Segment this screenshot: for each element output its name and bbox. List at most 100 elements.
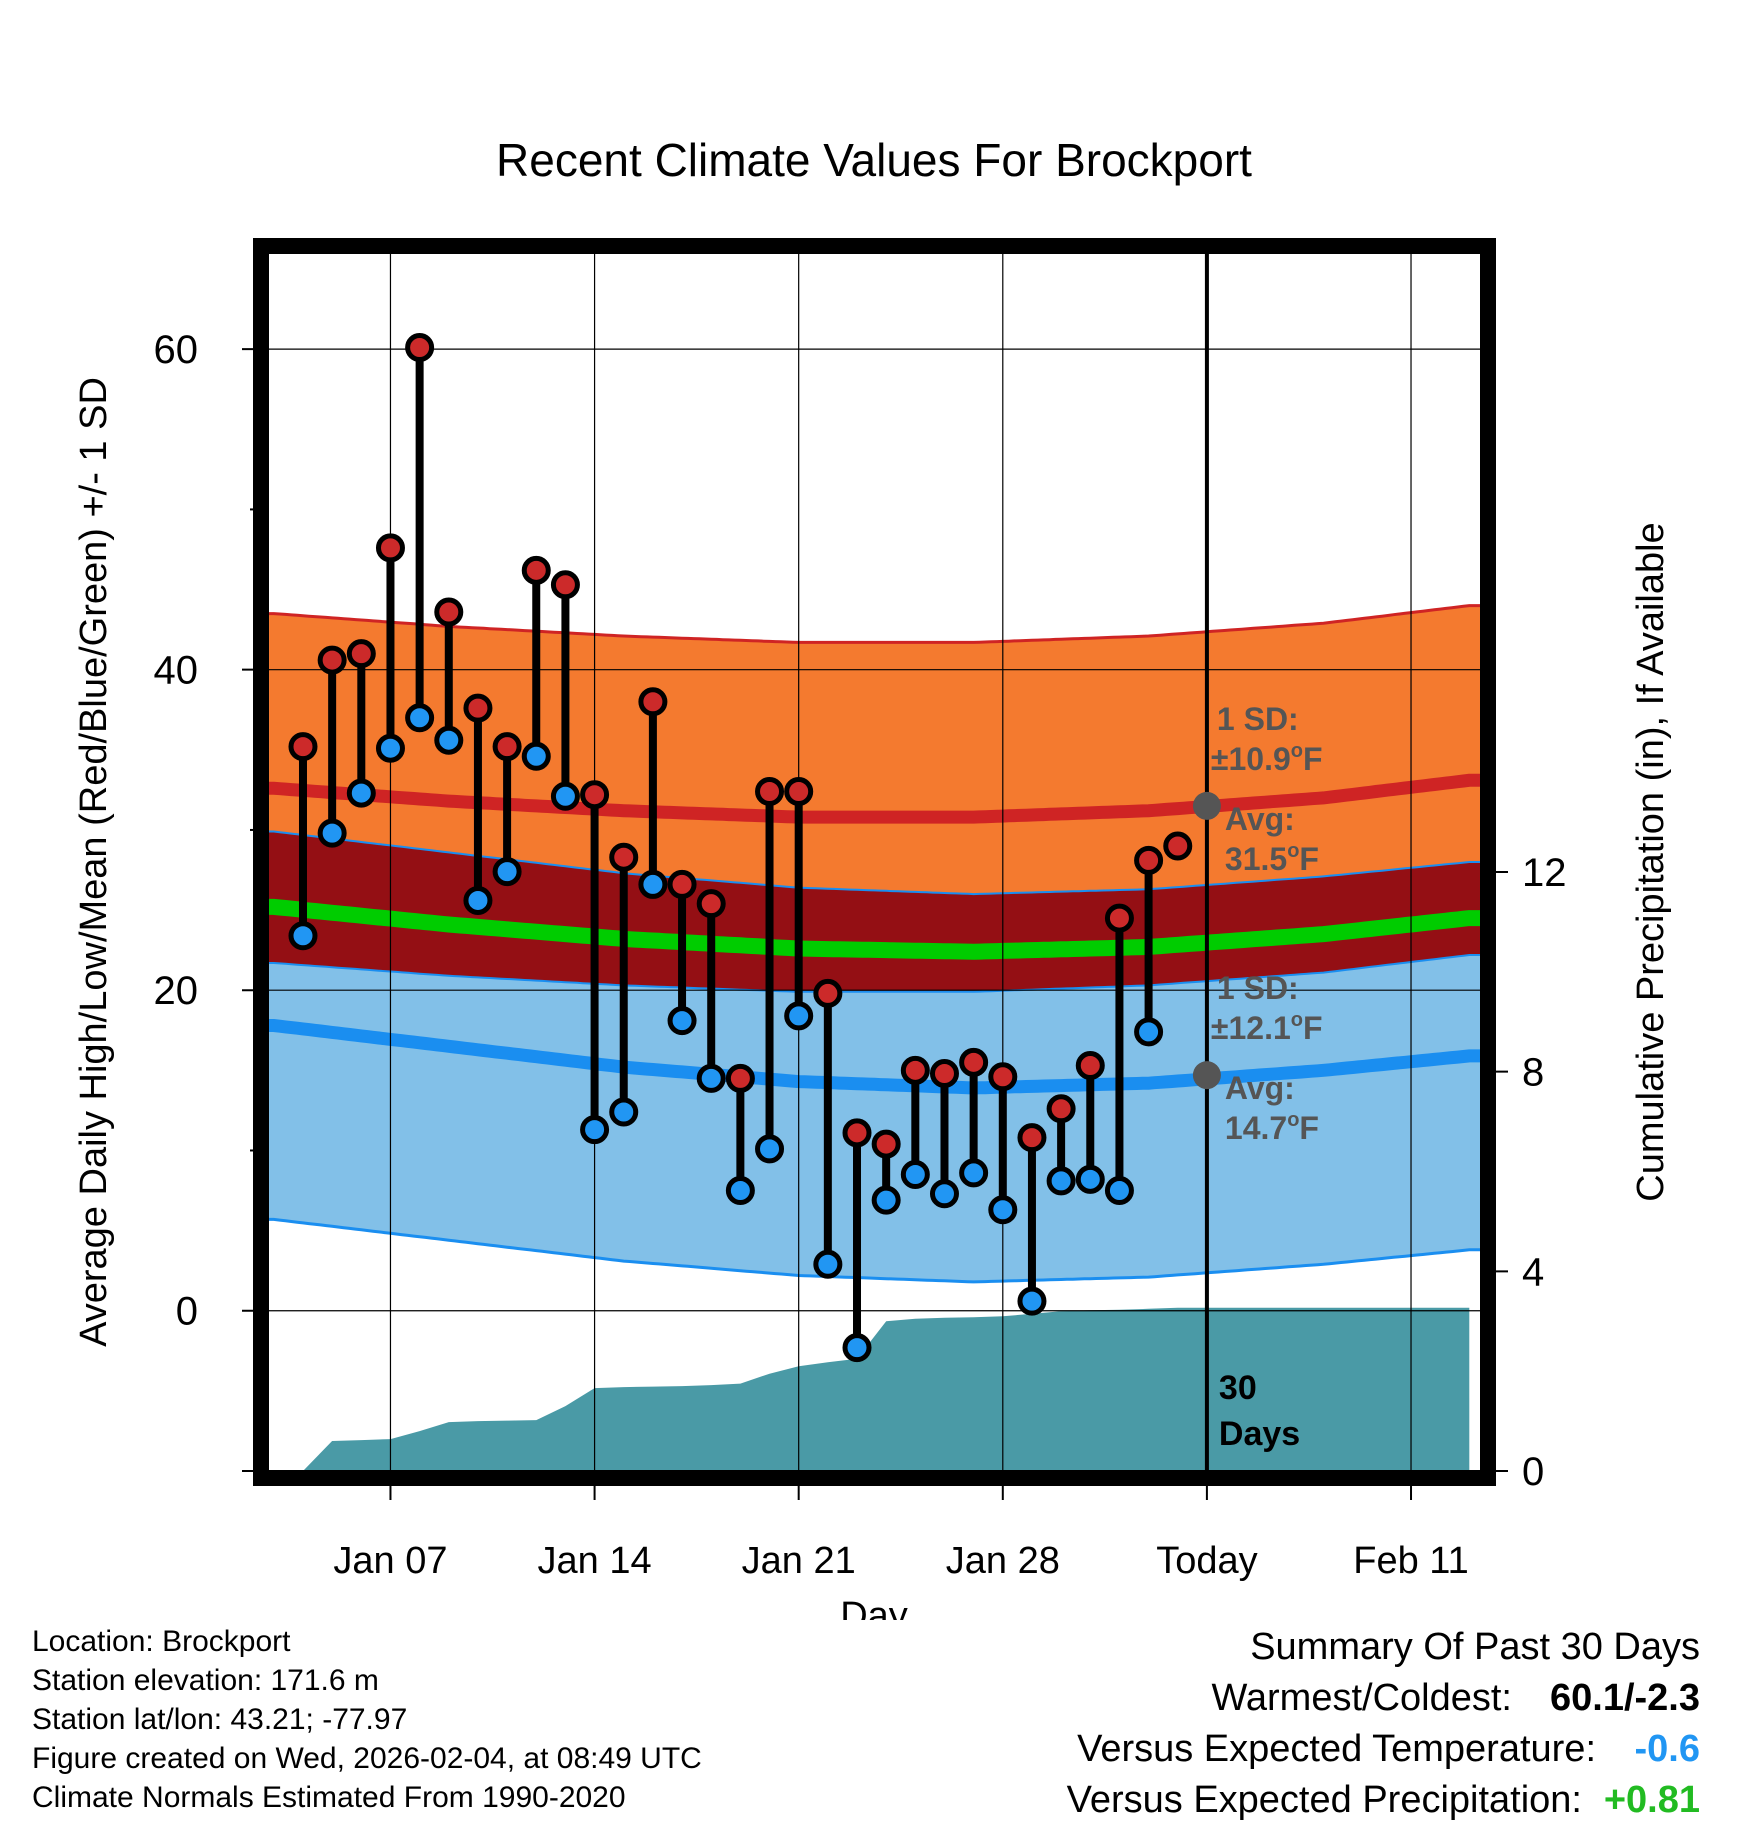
daily-low-point	[492, 857, 522, 887]
y-tick-label: 60	[154, 328, 199, 372]
summary-temp-row: Versus Expected Temperature: -0.6	[1067, 1724, 1700, 1775]
daily-high-point	[463, 693, 493, 723]
normal-low-line	[268, 1019, 1481, 1095]
y-tick-label: 40	[154, 649, 199, 693]
high-avg-value: 31.5oF	[1225, 840, 1319, 877]
daily-low-point	[288, 921, 318, 951]
x-tick-label: Jan 21	[742, 1540, 856, 1582]
daily-high-point	[667, 869, 697, 899]
high-sd-label: 1 SD:	[1217, 701, 1299, 737]
daily-high-point	[784, 776, 814, 806]
daily-high-point	[317, 645, 347, 675]
daily-high-point	[813, 978, 843, 1008]
normal-high-line	[268, 773, 1481, 824]
daily-high-point	[900, 1055, 930, 1085]
daily-low-point	[929, 1179, 959, 1209]
high-avg-marker	[1192, 791, 1221, 820]
daily-low-point	[346, 778, 376, 808]
precip-anomaly-label: Versus Expected Precipitation:	[1066, 1779, 1582, 1821]
daily-low-point	[900, 1160, 930, 1190]
y-tick-label: 20	[154, 969, 199, 1013]
location-text: Location: Brockport	[32, 1625, 291, 1658]
daily-low-point	[1134, 1017, 1164, 1047]
days-count-label: 30	[1219, 1369, 1257, 1407]
normals-text: Climate Normals Estimated From 1990-2020	[32, 1781, 626, 1814]
y2-tick-label: 12	[1522, 851, 1567, 895]
low-sd-label: 1 SD:	[1217, 970, 1299, 1006]
temp-anomaly-label: Versus Expected Temperature:	[1077, 1728, 1596, 1770]
daily-low-point	[521, 741, 551, 771]
daily-high-point	[696, 889, 726, 919]
daily-high-point	[346, 639, 376, 669]
daily-high-point	[1046, 1094, 1076, 1124]
x-tick-label: Jan 28	[946, 1540, 1060, 1582]
y-axis-label: Average Daily High/Low/Mean (Red/Blue/Gr…	[73, 377, 115, 1347]
chart-title: Recent Climate Values For Brockport	[496, 134, 1252, 186]
daily-low-point	[434, 725, 464, 755]
summary-title: Summary Of Past 30 Days	[1250, 1626, 1700, 1668]
daily-high-point	[1104, 903, 1134, 933]
daily-high-point	[550, 570, 580, 600]
summary-precip-row: Versus Expected Precipitation: +0.81	[1067, 1775, 1700, 1826]
low-avg-marker	[1192, 1061, 1221, 1090]
high-upper-edge	[268, 604, 1481, 644]
plot-frame	[253, 238, 1496, 1486]
x-tick-label: Jan 14	[538, 1540, 652, 1582]
daily-low-point	[871, 1185, 901, 1215]
normal-mean-line	[268, 898, 1481, 960]
daily-bars	[288, 333, 1193, 1363]
daily-high-point	[1075, 1051, 1105, 1081]
warmest-value: 60.1/-2.3	[1550, 1677, 1700, 1719]
daily-low-point	[988, 1195, 1018, 1225]
x-tick-label: Today	[1156, 1540, 1257, 1582]
daily-high-point	[871, 1129, 901, 1159]
precip-anomaly-value: +0.81	[1603, 1779, 1700, 1821]
daily-low-point	[696, 1063, 726, 1093]
daily-low-point	[842, 1333, 872, 1363]
high-sd-value: ±10.9oF	[1211, 740, 1323, 777]
daily-high-point	[521, 555, 551, 585]
daily-low-point	[580, 1115, 610, 1145]
daily-high-point	[1017, 1123, 1047, 1153]
elevation-text: Station elevation: 171.6 m	[32, 1664, 379, 1697]
low-avg-label: Avg:	[1225, 1070, 1295, 1106]
summary-warmest-row: Warmest/Coldest: 60.1/-2.3	[1067, 1673, 1700, 1724]
high-lower-edge	[268, 954, 1481, 993]
daily-low-point	[784, 1001, 814, 1031]
daily-low-point	[405, 703, 435, 733]
low-upper-edge	[268, 830, 1481, 896]
daily-high-point	[288, 732, 318, 762]
y2-tick-label: 0	[1522, 1450, 1544, 1494]
daily-low-point	[317, 818, 347, 848]
daily-low-point	[375, 733, 405, 763]
x-tick-label: Jan 07	[333, 1540, 447, 1582]
station-info: Location: Brockport Station elevation: 1…	[32, 1622, 702, 1817]
daily-low-point	[463, 885, 493, 915]
y2-axis-label: Cumulative Precipitation (in), If Availa…	[1630, 522, 1672, 1201]
daily-high-point	[1163, 831, 1193, 861]
low-avg-value: 14.7oF	[1225, 1109, 1319, 1146]
daily-high-point	[609, 842, 639, 872]
high-avg-label: Avg:	[1225, 801, 1295, 837]
daily-low-point	[755, 1134, 785, 1164]
daily-high-point	[405, 333, 435, 363]
daily-high-point	[725, 1063, 755, 1093]
daily-low-point	[813, 1249, 843, 1279]
daily-high-point	[1134, 845, 1164, 875]
days-word-label: Days	[1219, 1415, 1300, 1453]
y-tick-label: 0	[176, 1290, 198, 1334]
summary-panel: Summary Of Past 30 Days Warmest/Coldest:…	[1067, 1622, 1700, 1826]
daily-low-point	[1104, 1176, 1134, 1206]
low-sd-value: ±12.1oF	[1211, 1009, 1323, 1046]
daily-low-point	[609, 1097, 639, 1127]
daily-high-point	[580, 780, 610, 810]
low-lower-edge	[268, 1217, 1481, 1284]
daily-high-point	[842, 1118, 872, 1148]
daily-low-point	[1075, 1164, 1105, 1194]
daily-low-point	[959, 1158, 989, 1188]
daily-low-point	[667, 1006, 697, 1036]
daily-high-point	[755, 776, 785, 806]
